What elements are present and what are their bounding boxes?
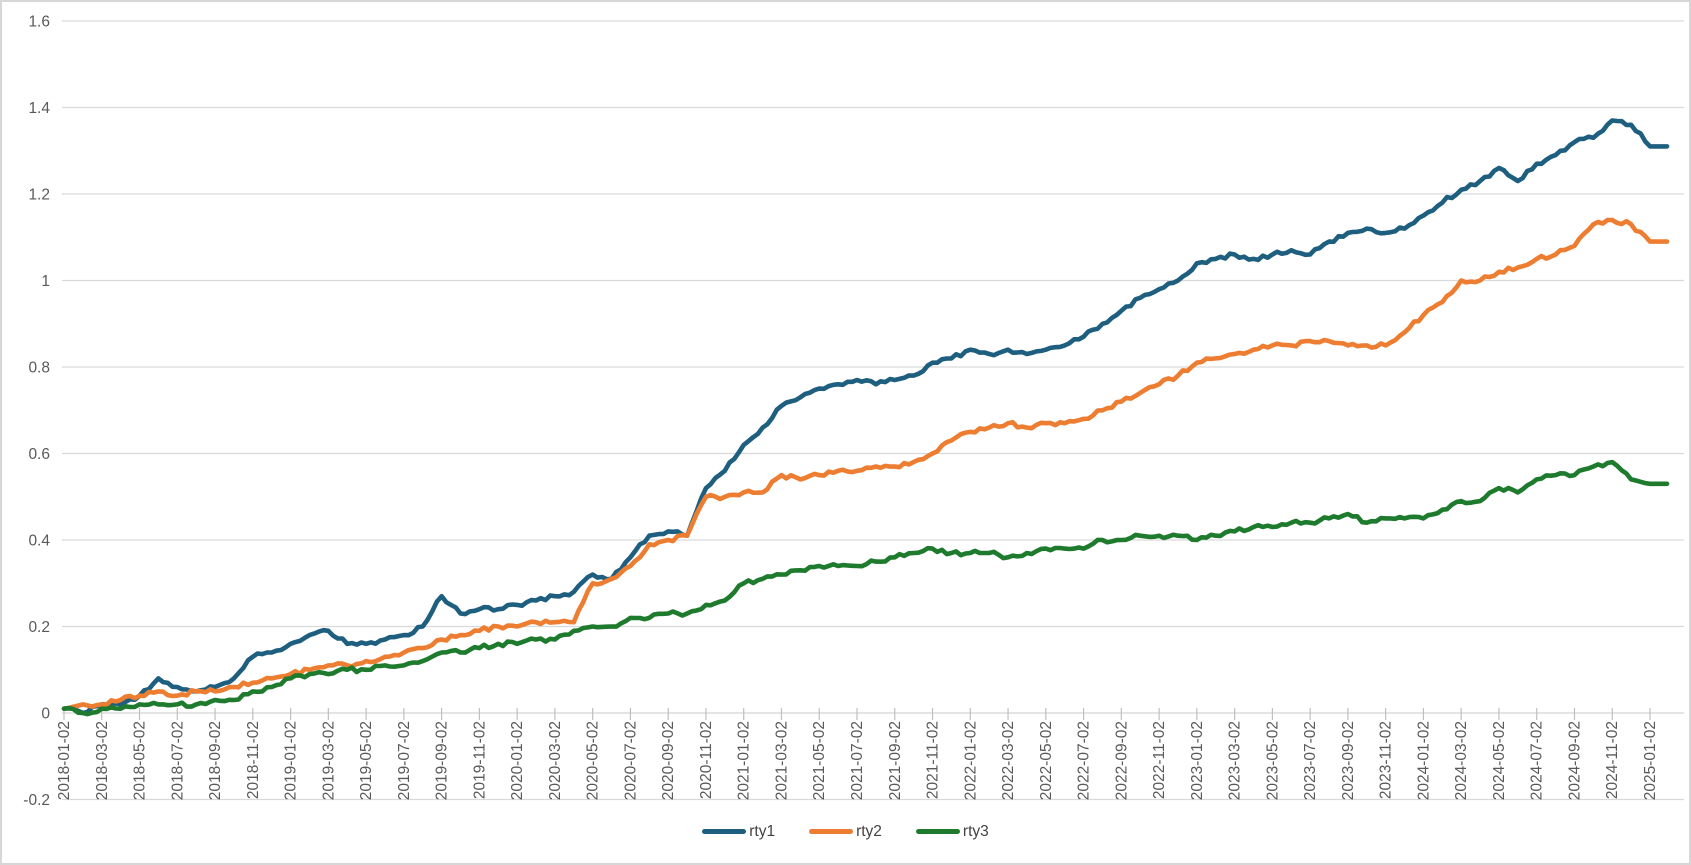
x-axis-tick-label: 2021-07-02 xyxy=(849,721,866,800)
legend: rty1 rty2 rty3 xyxy=(2,824,1689,840)
x-axis-tick-label: 2019-07-02 xyxy=(396,721,413,800)
legend-label: rty1 xyxy=(749,823,776,840)
legend-item-rty1[interactable]: rty1 xyxy=(702,824,775,840)
x-axis-tick-label: 2022-11-02 xyxy=(1151,721,1168,799)
series-line-rty3[interactable] xyxy=(61,459,1670,717)
x-axis-tick-label: 2025-01-02 xyxy=(1642,721,1659,800)
x-axis-tick-label: 2020-01-02 xyxy=(509,721,526,800)
x-axis-tick-label: 2024-03-02 xyxy=(1453,721,1470,800)
x-axis-tick-label: 2019-01-02 xyxy=(283,721,300,800)
x-axis-tick-label: 2023-01-02 xyxy=(1189,721,1206,800)
legend-swatch-rty2 xyxy=(809,829,854,835)
x-axis-tick-label: 2022-05-02 xyxy=(1038,721,1055,800)
x-axis-tick-label: 2022-01-02 xyxy=(962,721,979,800)
x-axis-tick-label: 2022-07-02 xyxy=(1076,721,1093,800)
y-axis-tick-label: 0.8 xyxy=(28,360,50,377)
y-axis-tick-label: 1 xyxy=(41,273,50,290)
x-axis-tick-label: 2024-01-02 xyxy=(1415,721,1432,800)
x-axis-tick-label: 2018-07-02 xyxy=(169,721,186,800)
x-axis-tick-label: 2019-03-02 xyxy=(320,721,337,800)
y-axis-tick-label: 0.6 xyxy=(28,446,50,463)
x-axis-tick-label: 2018-09-02 xyxy=(207,721,224,800)
x-axis-tick-label: 2018-11-02 xyxy=(245,721,262,799)
x-axis-tick-label: 2018-05-02 xyxy=(132,721,149,800)
legend-item-rty2[interactable]: rty2 xyxy=(809,824,882,840)
x-axis-tick-label: 2021-11-02 xyxy=(925,721,942,799)
x-axis-tick-label: 2020-07-02 xyxy=(622,721,639,800)
series-line-rty1[interactable] xyxy=(61,118,1670,716)
y-axis-tick-label: 1.4 xyxy=(28,100,50,117)
x-axis-tick-label: 2019-11-02 xyxy=(471,721,488,799)
x-axis-tick-label: 2024-05-02 xyxy=(1491,721,1508,800)
x-axis-tick-label: 2021-03-02 xyxy=(773,721,790,800)
series-line-rty2[interactable] xyxy=(61,217,1670,711)
y-axis-tick-label: -0.2 xyxy=(23,792,50,809)
legend-swatch-rty3 xyxy=(915,829,960,835)
x-axis-tick-label: 2020-05-02 xyxy=(585,721,602,800)
x-axis-tick-label: 2021-01-02 xyxy=(736,721,753,800)
y-axis-tick-label: 1.2 xyxy=(28,187,50,204)
x-axis-tick-label: 2019-05-02 xyxy=(358,721,375,800)
y-axis-tick-label: 1.6 xyxy=(28,14,50,31)
x-axis-tick-label: 2024-11-02 xyxy=(1604,721,1621,799)
x-axis-tick-label: 2023-05-02 xyxy=(1264,721,1281,800)
x-axis-tick-label: 2021-09-02 xyxy=(887,721,904,800)
x-axis-tick-label: 2024-07-02 xyxy=(1529,721,1546,800)
x-axis-tick-label: 2018-03-02 xyxy=(94,721,111,800)
x-axis-tick-label: 2021-05-02 xyxy=(811,721,828,800)
legend-item-rty3[interactable]: rty3 xyxy=(915,823,989,840)
x-axis-tick-label: 2023-03-02 xyxy=(1227,721,1244,800)
x-axis-tick-label: 2020-11-02 xyxy=(698,721,715,799)
x-axis-tick-label: 2018-01-02 xyxy=(56,721,73,800)
x-axis-tick-label: 2023-07-02 xyxy=(1302,721,1319,800)
x-axis-tick-label: 2020-09-02 xyxy=(660,721,677,800)
x-axis-tick-label: 2022-09-02 xyxy=(1113,721,1130,800)
y-axis-tick-label: 0 xyxy=(41,706,50,723)
x-axis-tick-label: 2023-11-02 xyxy=(1378,721,1395,799)
x-axis-tick-label: 2023-09-02 xyxy=(1340,721,1357,800)
x-axis-tick-label: 2020-03-02 xyxy=(547,721,564,800)
x-axis-tick-label: 2024-09-02 xyxy=(1566,721,1583,800)
legend-swatch-rty1 xyxy=(702,829,747,835)
y-axis-tick-label: 0.2 xyxy=(28,619,50,636)
x-axis-tick-label: 2019-09-02 xyxy=(434,721,451,800)
legend-label: rty2 xyxy=(856,823,882,840)
x-axis-tick-label: 2022-03-02 xyxy=(1000,721,1017,800)
legend-label: rty3 xyxy=(962,823,989,840)
y-axis-tick-label: 0.4 xyxy=(28,533,50,550)
